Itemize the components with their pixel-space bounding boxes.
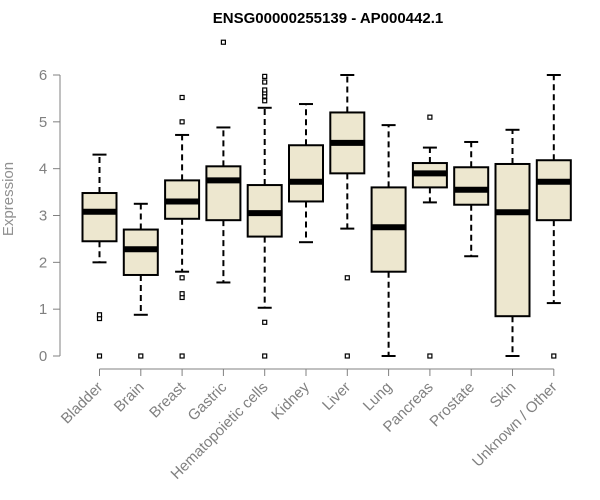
y-tick-label: 4 xyxy=(39,161,47,178)
box-8 xyxy=(411,114,448,359)
outlier-point xyxy=(220,39,226,45)
iqr-box xyxy=(288,144,324,203)
outlier-point xyxy=(262,79,268,85)
y-axis-label: Expression xyxy=(0,162,17,236)
outlier-point xyxy=(344,353,350,359)
outlier-point xyxy=(179,275,185,281)
outlier-point xyxy=(96,353,103,359)
outlier-point xyxy=(427,353,433,359)
x-tick-label: Brain xyxy=(111,379,148,416)
box-2 xyxy=(164,94,201,359)
y-tick-label: 6 xyxy=(39,67,47,84)
x-tick-label: Liver xyxy=(319,379,354,414)
outlier-point xyxy=(138,353,144,359)
iqr-box xyxy=(453,166,490,206)
x-tick-label: Breast xyxy=(146,378,189,421)
x-tick-label: Lung xyxy=(360,379,396,415)
plot-area xyxy=(81,39,572,359)
chart-title: ENSG00000255139 - AP000442.1 xyxy=(213,10,443,27)
iqr-box xyxy=(494,162,531,318)
iqr-box xyxy=(535,159,572,222)
outlier-point xyxy=(262,353,268,359)
x-tick-label: Kidney xyxy=(268,378,313,423)
outlier-point xyxy=(262,73,268,80)
x-tick-label: Prostate xyxy=(426,379,478,431)
x-tick-label: Skin xyxy=(487,379,520,412)
box-3 xyxy=(205,39,242,284)
y-tick-label: 0 xyxy=(39,348,47,365)
outlier-point xyxy=(427,114,433,120)
box-1 xyxy=(122,202,159,359)
box-11 xyxy=(535,74,572,359)
iqr-box xyxy=(81,192,118,243)
outlier-point xyxy=(96,312,103,318)
outlier-point xyxy=(262,98,268,104)
y-tick-label: 2 xyxy=(39,254,47,271)
outlier-point xyxy=(344,275,350,281)
outlier-point xyxy=(179,119,185,125)
y-tick-label: 1 xyxy=(39,301,47,318)
y-tick-label: 3 xyxy=(39,208,47,225)
x-tick-label: Bladder xyxy=(58,379,107,428)
iqr-box xyxy=(122,228,159,276)
iqr-box xyxy=(205,165,242,222)
box-10 xyxy=(494,128,531,357)
y-tick-label: 5 xyxy=(39,114,47,131)
box-9 xyxy=(453,140,490,258)
outlier-point xyxy=(262,319,268,325)
box-6 xyxy=(329,74,366,359)
outlier-point xyxy=(179,291,185,297)
outlier-point xyxy=(179,94,185,101)
outlier-point xyxy=(551,353,557,359)
y-axis: 0 1 2 3 4 5 6 xyxy=(39,67,61,365)
box-0 xyxy=(81,153,118,359)
outlier-point xyxy=(262,87,268,93)
outlier-point xyxy=(179,353,185,359)
box-7 xyxy=(370,124,407,357)
box-4 xyxy=(246,73,283,359)
box-5 xyxy=(288,103,324,244)
